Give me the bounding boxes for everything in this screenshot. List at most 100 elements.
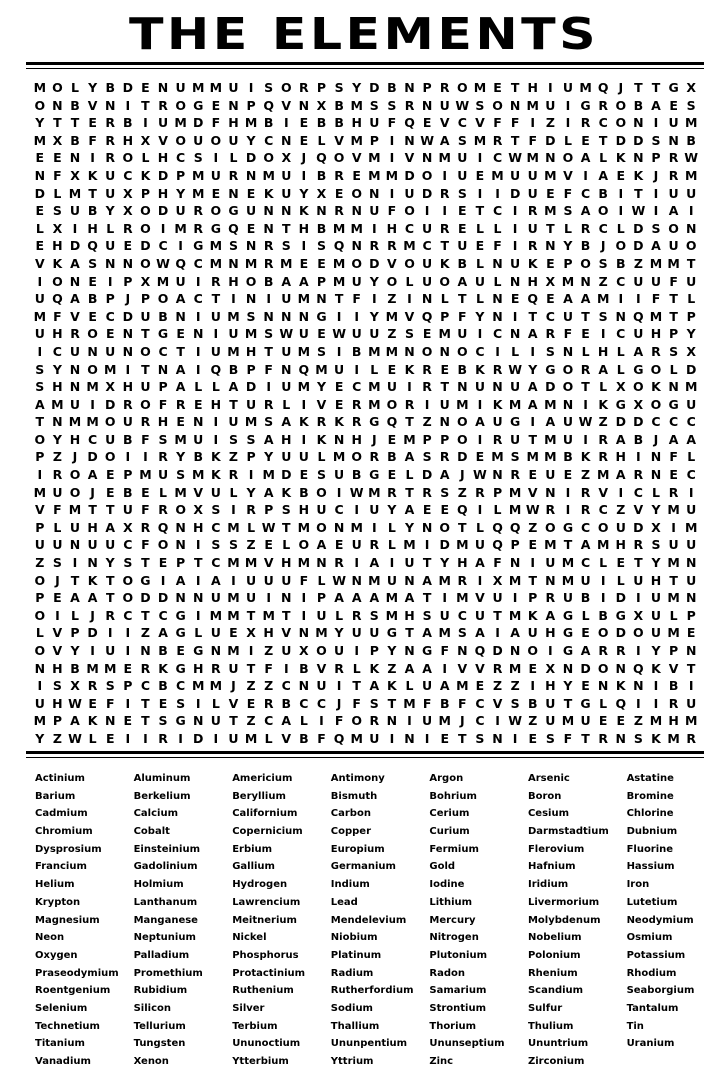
grid-letter[interactable]: R — [404, 396, 415, 412]
grid-letter[interactable]: M — [456, 678, 469, 694]
grid-letter[interactable]: S — [457, 132, 467, 148]
grid-letter[interactable]: I — [688, 484, 694, 500]
grid-letter[interactable]: U — [351, 537, 362, 553]
grid-letter[interactable]: N — [633, 115, 644, 131]
grid-letter[interactable]: D — [157, 167, 169, 183]
grid-letter[interactable]: I — [301, 590, 307, 606]
grid-letter[interactable]: U — [545, 695, 556, 711]
grid-letter[interactable]: S — [369, 97, 379, 113]
grid-letter[interactable]: W — [578, 414, 593, 430]
grid-letter[interactable]: P — [669, 643, 679, 658]
grid-letter[interactable]: M — [544, 431, 557, 447]
grid-letter[interactable]: R — [351, 414, 362, 430]
grid-letter[interactable]: E — [493, 80, 502, 95]
grid-letter[interactable]: E — [440, 361, 449, 377]
grid-letter[interactable]: I — [37, 467, 43, 483]
grid-letter[interactable]: G — [668, 80, 679, 95]
grid-letter[interactable]: E — [123, 238, 133, 254]
grid-letter[interactable]: A — [615, 467, 626, 483]
grid-letter[interactable]: U — [404, 555, 415, 571]
grid-letter[interactable]: R — [633, 537, 644, 553]
grid-letter[interactable]: H — [298, 220, 310, 236]
grid-letter[interactable]: L — [352, 660, 361, 676]
grid-letter[interactable]: R — [580, 115, 591, 131]
grid-letter[interactable]: P — [264, 502, 274, 518]
grid-letter[interactable]: Q — [421, 308, 433, 324]
grid-letter[interactable]: N — [509, 97, 521, 113]
grid-letter[interactable]: S — [264, 80, 274, 95]
grid-letter[interactable]: O — [615, 97, 627, 113]
grid-letter[interactable]: L — [141, 150, 150, 166]
grid-letter[interactable]: U — [369, 326, 380, 342]
grid-letter[interactable]: P — [440, 431, 450, 447]
grid-letter[interactable]: E — [581, 132, 590, 148]
grid-letter[interactable]: B — [263, 115, 274, 131]
grid-letter[interactable]: H — [386, 220, 398, 236]
grid-letter[interactable]: U — [562, 414, 574, 430]
grid-letter[interactable]: N — [228, 185, 239, 201]
grid-letter[interactable]: O — [69, 467, 81, 483]
grid-letter[interactable]: W — [349, 484, 364, 500]
grid-letter[interactable]: A — [369, 590, 380, 606]
grid-letter[interactable]: B — [351, 343, 362, 359]
grid-letter[interactable]: W — [508, 150, 523, 166]
grid-letter[interactable]: X — [246, 625, 256, 641]
grid-letter[interactable]: D — [633, 132, 644, 148]
grid-letter[interactable]: M — [649, 713, 663, 729]
grid-letter[interactable]: O — [87, 326, 98, 342]
grid-letter[interactable]: I — [90, 643, 95, 658]
grid-letter[interactable]: I — [319, 713, 324, 729]
grid-letter[interactable]: M — [385, 590, 399, 606]
grid-letter[interactable]: A — [633, 343, 644, 359]
grid-letter[interactable]: U — [210, 167, 221, 183]
grid-letter[interactable]: U — [369, 625, 380, 641]
grid-letter[interactable]: O — [104, 414, 116, 430]
grid-letter[interactable]: M — [544, 537, 557, 553]
grid-letter[interactable]: U — [210, 713, 221, 729]
grid-letter[interactable]: V — [34, 502, 45, 518]
grid-letter[interactable]: O — [175, 132, 186, 148]
grid-letter[interactable]: L — [475, 519, 484, 535]
grid-letter[interactable]: H — [122, 379, 134, 395]
grid-letter[interactable]: E — [299, 255, 309, 271]
grid-letter[interactable]: R — [369, 537, 380, 553]
grid-letter[interactable]: V — [334, 132, 344, 148]
grid-letter[interactable]: U — [105, 238, 116, 254]
grid-letter[interactable]: C — [334, 502, 344, 518]
grid-letter[interactable]: B — [439, 695, 450, 711]
grid-letter[interactable]: Y — [176, 449, 186, 465]
grid-letter[interactable]: Q — [316, 150, 327, 166]
grid-letter[interactable]: L — [616, 220, 625, 236]
grid-letter[interactable]: E — [229, 625, 238, 641]
grid-letter[interactable]: I — [512, 203, 518, 219]
grid-letter[interactable]: L — [370, 361, 379, 377]
grid-letter[interactable]: M — [684, 167, 698, 183]
grid-letter[interactable]: A — [439, 467, 450, 483]
grid-letter[interactable]: U — [633, 273, 644, 289]
grid-letter[interactable]: R — [52, 467, 63, 483]
grid-letter[interactable]: M — [332, 449, 346, 465]
grid-letter[interactable]: L — [229, 484, 238, 500]
grid-letter[interactable]: T — [229, 713, 238, 729]
grid-letter[interactable]: T — [141, 326, 150, 342]
grid-letter[interactable]: I — [477, 185, 483, 201]
grid-letter[interactable]: U — [210, 625, 221, 641]
grid-letter[interactable]: R — [158, 449, 168, 465]
grid-letter[interactable]: E — [422, 326, 432, 342]
grid-letter[interactable]: M — [227, 555, 240, 571]
grid-letter[interactable]: O — [668, 220, 679, 236]
grid-letter[interactable]: U — [686, 537, 697, 553]
grid-letter[interactable]: O — [650, 361, 662, 377]
grid-letter[interactable]: N — [122, 343, 134, 359]
grid-letter[interactable]: T — [88, 502, 97, 518]
grid-letter[interactable]: U — [633, 572, 644, 588]
grid-letter[interactable]: N — [492, 730, 503, 746]
grid-letter[interactable]: R — [334, 167, 344, 183]
grid-letter[interactable]: P — [440, 308, 450, 324]
grid-letter[interactable]: Y — [651, 555, 661, 571]
grid-letter[interactable]: L — [194, 379, 203, 395]
grid-letter[interactable]: Y — [352, 80, 362, 95]
grid-letter[interactable]: M — [649, 255, 663, 271]
grid-letter[interactable]: O — [562, 379, 574, 395]
grid-letter[interactable]: R — [334, 660, 344, 676]
